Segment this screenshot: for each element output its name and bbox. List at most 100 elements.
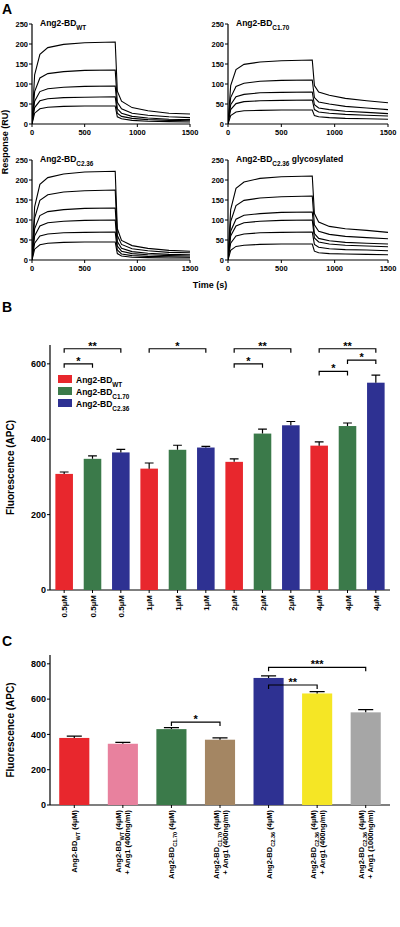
y-tick bbox=[29, 220, 32, 221]
sensorgram-line bbox=[228, 176, 388, 260]
y-tick-label: 200 bbox=[31, 765, 46, 775]
category-label: Ang2-BDWT (4µM) bbox=[70, 810, 81, 873]
y-tick-label: 200 bbox=[15, 40, 28, 49]
sensorgram-line bbox=[228, 92, 388, 124]
text-part: (4µM) bbox=[167, 810, 176, 832]
text-part: C1.70 bbox=[172, 832, 178, 847]
error-bar bbox=[212, 738, 227, 740]
category-label: 2µM bbox=[259, 595, 268, 611]
error-bar bbox=[67, 736, 82, 738]
significance-label: ** bbox=[258, 340, 267, 352]
y-tick bbox=[47, 514, 50, 515]
x-tick bbox=[190, 260, 191, 263]
x-tick bbox=[177, 590, 178, 593]
y-tick bbox=[29, 104, 32, 105]
x-tick bbox=[137, 124, 138, 127]
text-part: Ang2-BD bbox=[357, 846, 366, 879]
legend-label: Ang2-BDC2.36 bbox=[76, 399, 130, 412]
error-bar bbox=[230, 459, 239, 462]
category-label-group: 4µM bbox=[372, 595, 381, 611]
x-axis bbox=[228, 259, 388, 260]
y-tick-label: 600 bbox=[31, 359, 46, 369]
significance-label: ** bbox=[88, 340, 97, 352]
y-tick-label: 100 bbox=[15, 80, 28, 89]
significance-label: * bbox=[246, 355, 251, 367]
legend-swatch bbox=[58, 375, 72, 383]
y-tick bbox=[225, 160, 228, 161]
category-label: 1µM bbox=[174, 595, 183, 611]
chart-title: Ang2-BDWT bbox=[40, 18, 86, 31]
y-tick-label: 200 bbox=[31, 510, 46, 520]
text-part: glycosylated bbox=[289, 154, 343, 164]
sensorgram-line bbox=[228, 232, 388, 260]
y-tick-label: 400 bbox=[31, 434, 46, 444]
error-bar bbox=[145, 463, 154, 469]
significance-label: ** bbox=[289, 676, 298, 688]
error-bar bbox=[115, 742, 130, 743]
y-tick-label: 150 bbox=[211, 60, 224, 69]
y-tick-label: 150 bbox=[15, 196, 28, 205]
x-tick-label: 1500 bbox=[182, 264, 199, 273]
y-tick-label: 800 bbox=[31, 659, 46, 669]
x-tick bbox=[74, 805, 75, 808]
bar bbox=[225, 462, 243, 590]
y-tick-label: 50 bbox=[216, 236, 224, 245]
chart-title: Ang2-BDC2.36 bbox=[40, 154, 94, 167]
significance-label: * bbox=[360, 351, 365, 363]
category-label-group: 2µM bbox=[230, 595, 239, 611]
legend-label: Ang2-BDWT bbox=[76, 375, 122, 388]
bar bbox=[59, 738, 89, 805]
category-label-group: Ang2-BDC1.70 (4µM) bbox=[167, 810, 178, 879]
bar bbox=[156, 729, 186, 805]
y-tick bbox=[225, 200, 228, 201]
y-tick bbox=[225, 180, 228, 181]
x-tick bbox=[137, 260, 138, 263]
sensorgram-line bbox=[228, 212, 388, 260]
y-tick-label: 0 bbox=[220, 120, 224, 129]
error-bar bbox=[310, 692, 325, 694]
x-tick bbox=[64, 590, 65, 593]
x-tick bbox=[375, 590, 376, 593]
category-label-group: Ang2-BDC2.36 (4µM)+ Ang1 (1000ng/ml) bbox=[357, 810, 375, 879]
text-part: Ang2-BD bbox=[70, 840, 79, 873]
panel-letter: B bbox=[2, 299, 12, 315]
plot-lines bbox=[32, 42, 190, 124]
y-tick bbox=[29, 200, 32, 201]
category-label-group: 2µM bbox=[259, 595, 268, 611]
x-tick-label: 0 bbox=[30, 264, 34, 273]
x-tick-label: 1000 bbox=[326, 264, 343, 273]
x-tick bbox=[365, 805, 366, 808]
category-label: 0.5µM bbox=[89, 595, 98, 618]
error-bar bbox=[88, 456, 97, 459]
x-tick-label: 0 bbox=[226, 264, 230, 273]
sensorgram-line bbox=[32, 42, 190, 124]
bar bbox=[339, 426, 357, 590]
text-part: Ang2-BD bbox=[309, 846, 318, 879]
y-tick-label: 200 bbox=[211, 40, 224, 49]
text-part: C1.70 bbox=[112, 392, 129, 399]
x-tick bbox=[268, 805, 269, 808]
category-label: 1µM bbox=[202, 595, 211, 611]
text-part: Ang2-BD bbox=[114, 840, 123, 873]
error-bar bbox=[173, 445, 182, 450]
bar bbox=[140, 469, 158, 590]
bar bbox=[55, 474, 73, 590]
chart-title: Ang2-BDC2.36 glycosylated bbox=[236, 154, 343, 167]
legend-swatch bbox=[58, 387, 72, 395]
category-label-group: 0.5µM bbox=[89, 595, 98, 618]
plot-lines bbox=[228, 176, 388, 260]
x-tick bbox=[84, 124, 85, 127]
y-axis bbox=[49, 345, 50, 590]
plot-lines bbox=[32, 171, 190, 260]
y-tick-label: 0 bbox=[41, 800, 46, 810]
x-tick bbox=[32, 260, 33, 263]
y-tick-label: 100 bbox=[211, 216, 224, 225]
text-part: (4µM) bbox=[114, 810, 123, 832]
sensorgram-line bbox=[32, 232, 190, 260]
x-tick bbox=[319, 590, 320, 593]
x-axis bbox=[32, 123, 190, 124]
x-tick bbox=[388, 124, 389, 127]
y-tick-label: 0 bbox=[24, 120, 28, 129]
text-part: Ang2-BD bbox=[236, 18, 272, 28]
y-tick-label: 250 bbox=[211, 20, 224, 29]
